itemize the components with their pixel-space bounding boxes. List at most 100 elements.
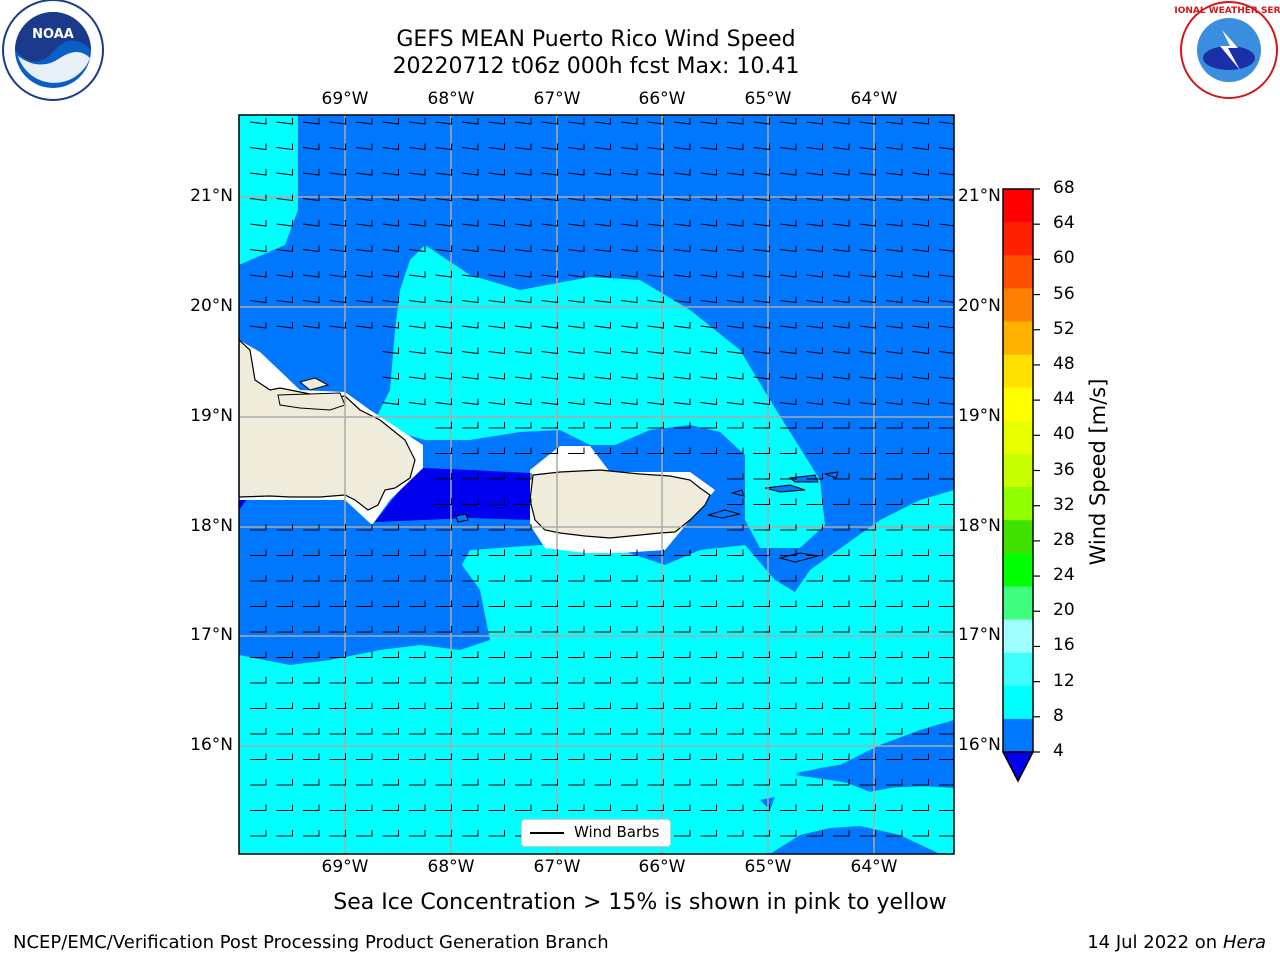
- wind-barb: [859, 422, 876, 429]
- wind-barb: [647, 753, 664, 760]
- wind-barb: [435, 169, 452, 176]
- wind-barb: [568, 447, 585, 454]
- wind-barb: [779, 271, 797, 278]
- wind-barb: [409, 779, 426, 786]
- wind-barb: [647, 118, 664, 125]
- wind-barb: [806, 702, 823, 709]
- wind-barb: [885, 194, 903, 202]
- wind-barb: [329, 194, 346, 202]
- wind-barb: [249, 194, 267, 202]
- wind-barb: [541, 143, 558, 151]
- footer-machine: Hera: [1222, 932, 1266, 953]
- wind-barb: [355, 245, 373, 253]
- wind-barb: [621, 753, 638, 760]
- wind-barb: [939, 580, 954, 582]
- wind-barb: [912, 600, 929, 607]
- wind-barb: [806, 575, 823, 582]
- colorbar-tick-label: 56: [1053, 283, 1075, 304]
- wind-barb: [514, 373, 532, 380]
- wind-barb: [753, 296, 770, 304]
- wind-barb: [833, 422, 850, 429]
- wind-barb: [541, 549, 558, 556]
- wind-barb: [462, 498, 479, 505]
- wind-barb: [806, 245, 823, 253]
- wind-barb: [727, 498, 744, 505]
- wind-barb: [938, 172, 954, 176]
- wind-barb: [753, 702, 770, 709]
- wind-barb: [886, 524, 903, 531]
- wind-barb: [806, 447, 823, 454]
- wind-barb: [541, 728, 558, 735]
- wind-barb: [408, 271, 426, 278]
- wind-barb: [435, 373, 452, 380]
- wind-barb: [806, 498, 823, 505]
- wind-barb: [249, 322, 267, 329]
- wind-barb: [859, 524, 876, 531]
- wind-barb: [939, 657, 954, 658]
- wind-barb: [488, 728, 505, 735]
- wind-barb: [435, 143, 452, 151]
- wind-barb: [329, 524, 346, 531]
- wind-barb: [302, 322, 320, 329]
- wind-barb: [647, 194, 664, 202]
- wind-barb: [700, 830, 717, 837]
- wind-barb: [859, 728, 876, 735]
- wind-barb: [700, 322, 717, 329]
- wind-barb: [541, 194, 558, 202]
- wind-barb: [541, 804, 558, 811]
- lon-label-top: 69°W: [321, 89, 369, 109]
- wind-barb: [859, 498, 876, 505]
- wind-barb: [382, 347, 399, 355]
- wind-barb: [250, 779, 267, 786]
- wind-barb: [488, 220, 505, 227]
- wind-barb: [435, 804, 452, 811]
- wind-barb: [939, 606, 954, 607]
- wind-barb: [647, 322, 664, 329]
- wind-barb: [541, 702, 558, 709]
- wind-barb: [329, 549, 346, 556]
- wind-barb: [912, 804, 929, 811]
- wind-barb: [780, 524, 797, 531]
- wind-barb: [488, 677, 505, 684]
- wind-barb: [302, 245, 320, 253]
- colorbar-tick-label: 40: [1053, 424, 1075, 445]
- chart-title: GEFS MEAN Puerto Rico Wind Speed: [396, 27, 796, 52]
- wind-barb: [780, 677, 797, 684]
- wind-barb: [435, 422, 452, 429]
- wind-barb: [408, 322, 426, 329]
- wind-barb: [806, 677, 823, 684]
- wind-barb: [832, 245, 850, 253]
- wind-barb: [435, 830, 452, 837]
- wind-barb: [382, 194, 399, 202]
- wind-barb: [567, 220, 585, 227]
- wind-barb: [673, 169, 691, 176]
- wind-barb: [859, 830, 876, 837]
- wind-barb: [938, 376, 954, 380]
- wind-barb: [382, 524, 399, 531]
- wind-barb: [488, 779, 505, 786]
- wind-barb: [488, 498, 505, 505]
- wind-barb: [912, 473, 929, 480]
- lon-label-top: 65°W: [744, 89, 792, 109]
- colorbar-tick-label: 60: [1053, 248, 1075, 269]
- wind-barb: [356, 830, 373, 837]
- wind-barb: [621, 549, 638, 556]
- wind-barb: [700, 779, 717, 786]
- wind-barb: [806, 118, 823, 125]
- wind-barb: [462, 600, 479, 607]
- wind-barb: [514, 118, 532, 125]
- wind-barb: [250, 575, 267, 582]
- wind-barb: [753, 194, 770, 202]
- wind-barb: [461, 322, 479, 329]
- wind-barb: [276, 804, 293, 811]
- wind-barb: [833, 524, 850, 531]
- wind-barb: [673, 143, 691, 151]
- wind-barb: [753, 626, 770, 633]
- wind-barb: [462, 473, 479, 480]
- wind-barb: [832, 220, 850, 227]
- wind-barb: [700, 220, 717, 227]
- wind-barb: [912, 422, 929, 429]
- colorbar-segment: [1003, 718, 1033, 753]
- wind-barb: [329, 118, 346, 125]
- nws-logo-text: NATIONAL WEATHER SERVICE: [1174, 6, 1280, 16]
